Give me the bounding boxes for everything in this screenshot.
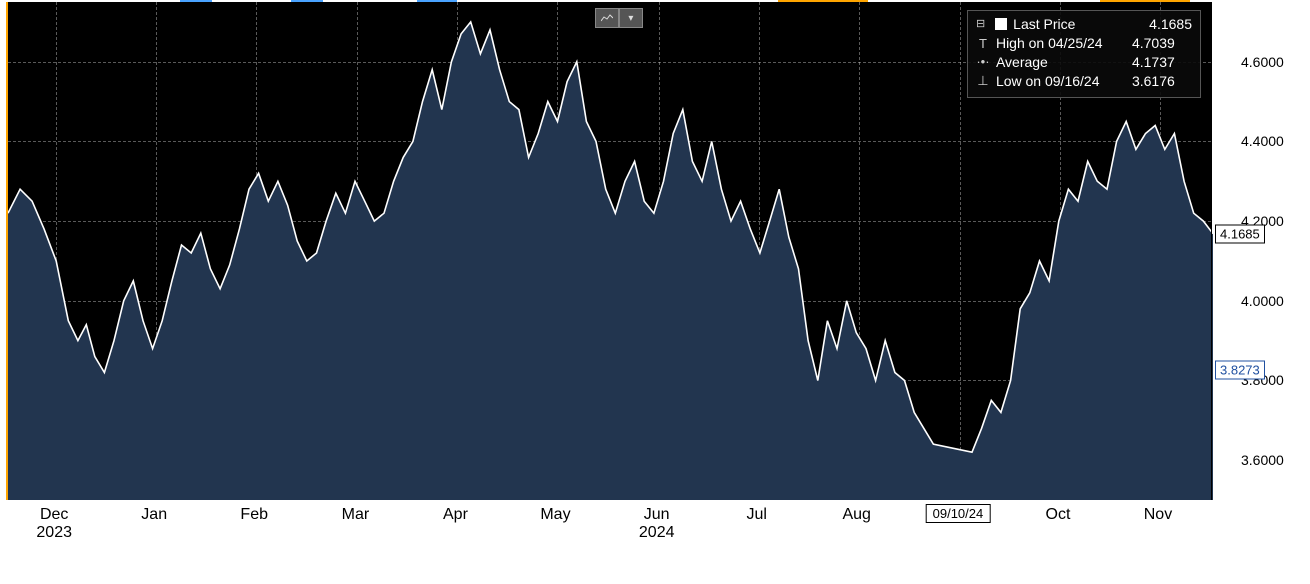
legend-value: 4.7039 <box>1132 34 1175 53</box>
date-flag: 09/10/24 <box>926 504 991 523</box>
legend-label: High on 04/25/24 <box>996 34 1126 53</box>
x-tick-label: Jan <box>141 506 167 524</box>
legend-row: ⊟ Last Price 4.1685 <box>976 15 1192 34</box>
chart-type-button[interactable] <box>595 8 619 28</box>
top-accent <box>417 0 457 2</box>
legend-expand-icon[interactable]: ⊟ <box>976 17 985 32</box>
top-accent <box>291 0 323 2</box>
x-tick-label: Jul <box>746 506 766 524</box>
legend-stat-icon: T <box>976 35 990 53</box>
top-accent <box>180 0 212 2</box>
x-tick-label: May <box>540 506 570 524</box>
x-tick-month: Feb <box>240 506 268 523</box>
legend-box: ⊟ Last Price 4.1685 T High on 04/25/24 4.7039… <box>967 10 1201 98</box>
legend-label: Average <box>996 53 1126 72</box>
y-axis-line <box>1211 2 1212 500</box>
legend-stat-icon: ·•· <box>976 53 990 71</box>
legend-value: 4.1685 <box>1149 15 1192 34</box>
x-tick-label: Dec2023 <box>36 506 72 542</box>
x-tick-month: Oct <box>1046 506 1071 523</box>
x-tick-month: Jul <box>746 506 766 523</box>
top-accent <box>1100 0 1190 2</box>
x-tick-year: 2023 <box>36 524 72 542</box>
legend-value: 4.1737 <box>1132 53 1175 72</box>
y-tick-label: 4.6000 <box>1241 54 1284 70</box>
x-tick-label: Oct <box>1046 506 1071 524</box>
x-tick-label: Aug <box>842 506 870 524</box>
y-tick-label: 4.4000 <box>1241 133 1284 149</box>
y-tick-label: 4.0000 <box>1241 293 1284 309</box>
x-tick-month: Mar <box>342 506 370 523</box>
chart-container: ▾ ⊟ Last Price 4.1685 T High on 04/25/24 4.70… <box>0 0 1310 584</box>
y-tick-label: 3.6000 <box>1241 452 1284 468</box>
legend-row: ⊥ Low on 09/16/24 3.6176 <box>976 72 1192 91</box>
x-tick-month: Jun <box>644 506 670 523</box>
x-tick-label: Feb <box>240 506 268 524</box>
x-tick-label: Nov <box>1144 506 1172 524</box>
chart-dropdown-button[interactable]: ▾ <box>619 8 643 28</box>
last-price-flag: 4.1685 <box>1215 224 1265 243</box>
x-tick-label: Apr <box>443 506 468 524</box>
legend-swatch <box>995 18 1007 30</box>
legend-value: 3.6176 <box>1132 72 1175 91</box>
x-tick-month: Dec <box>40 506 68 523</box>
legend-row: ·•· Average 4.1737 <box>976 53 1192 72</box>
x-tick-label: Mar <box>342 506 370 524</box>
legend-row: T High on 04/25/24 4.7039 <box>976 34 1192 53</box>
x-tick-month: Jan <box>141 506 167 523</box>
legend-stat-icon: ⊥ <box>976 72 990 90</box>
legend-label: Low on 09/16/24 <box>996 72 1126 91</box>
x-tick-month: Nov <box>1144 506 1172 523</box>
chevron-down-icon: ▾ <box>628 13 633 24</box>
x-tick-month: Aug <box>842 506 870 523</box>
x-tick-month: May <box>540 506 570 523</box>
secondary-price-flag: 3.8273 <box>1215 360 1265 379</box>
x-tick-year: 2024 <box>639 524 675 542</box>
legend-label: Last Price <box>1013 15 1143 34</box>
x-tick-month: Apr <box>443 506 468 523</box>
top-accent <box>778 0 868 2</box>
x-tick-label: Jun2024 <box>639 506 675 542</box>
chart-toolbar: ▾ <box>595 8 643 28</box>
